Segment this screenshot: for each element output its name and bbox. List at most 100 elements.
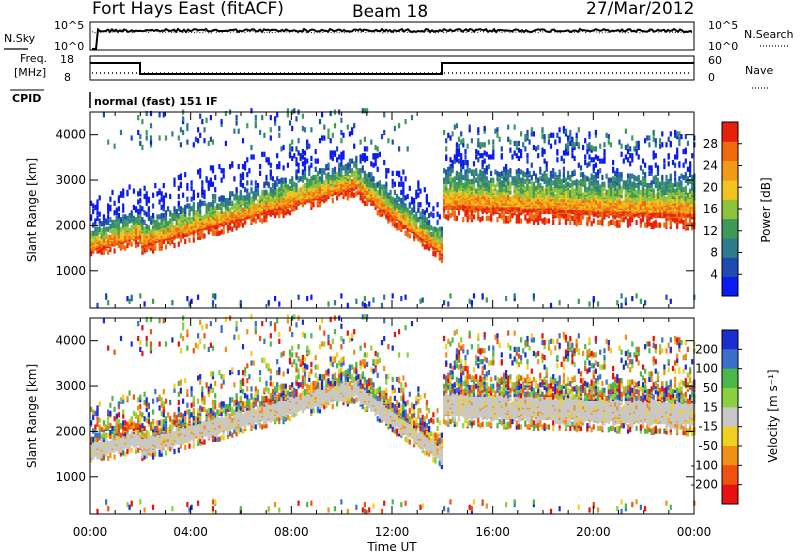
power-cell	[145, 233, 148, 239]
power-cell	[303, 165, 307, 171]
power-cell	[145, 236, 148, 242]
power-cell	[98, 221, 101, 227]
power-cell	[374, 159, 377, 166]
power-cell	[629, 173, 632, 179]
power-cell	[137, 223, 140, 230]
power-cell	[233, 222, 236, 228]
power-cell	[224, 140, 227, 146]
power-cell	[239, 181, 242, 187]
power-cell	[303, 172, 307, 178]
power-cell	[321, 112, 324, 118]
power-cell	[218, 211, 221, 217]
power-cell	[485, 215, 488, 221]
power-cell	[398, 146, 401, 152]
freq-tick-high: 18	[60, 53, 74, 66]
power-cell	[175, 208, 178, 215]
power-cell	[344, 184, 347, 190]
power-cell	[327, 178, 330, 185]
power-cell	[201, 200, 204, 206]
power-cell	[284, 185, 287, 191]
power-cell	[340, 169, 343, 175]
power-cell	[229, 195, 232, 201]
power-cell	[244, 195, 247, 201]
power-cell	[130, 135, 133, 141]
nsky-label: N.Sky	[4, 32, 36, 45]
power-cell	[436, 227, 439, 234]
power-cell	[318, 202, 322, 208]
power-cell	[457, 172, 461, 178]
power-cell	[241, 174, 245, 181]
power-cell	[145, 135, 148, 141]
power-cell	[167, 206, 170, 212]
power-cell	[96, 215, 99, 221]
power-cell	[261, 196, 264, 202]
power-cell	[235, 191, 238, 197]
power-cell	[321, 184, 324, 190]
power-cell	[271, 183, 274, 189]
power-cell	[246, 188, 249, 194]
power-cell	[156, 223, 159, 230]
power-cell	[380, 134, 384, 140]
power-cell	[244, 202, 247, 208]
power-cell	[363, 178, 366, 185]
power-cell	[194, 219, 197, 225]
power-cell	[395, 199, 399, 205]
power-cell	[130, 225, 133, 231]
power-cell	[94, 238, 97, 244]
power-cell	[526, 158, 529, 164]
power-cell	[340, 138, 343, 144]
power-cell	[152, 203, 155, 209]
power-cell	[179, 208, 182, 215]
power-cell	[105, 218, 108, 224]
power-cell	[188, 230, 191, 236]
power-cell	[145, 211, 148, 217]
power-cell	[244, 161, 247, 167]
power-cell	[139, 191, 142, 197]
power-cell	[447, 166, 450, 172]
power-cell	[297, 176, 300, 182]
power-cell	[149, 135, 153, 141]
power-cell	[310, 202, 313, 208]
power-cell	[455, 142, 458, 148]
power-cell	[470, 300, 473, 306]
power-cell	[299, 155, 302, 161]
power-cell	[577, 162, 580, 168]
power-cell	[233, 193, 236, 200]
power-cell	[192, 204, 195, 210]
power-cell	[400, 198, 403, 204]
power-cell	[306, 296, 309, 302]
power-cell	[220, 198, 223, 204]
power-cell	[530, 185, 533, 191]
power-cell	[265, 217, 268, 223]
power-cell	[269, 196, 272, 202]
power-cell	[449, 293, 452, 299]
power-cell	[443, 177, 446, 183]
power-cell	[301, 202, 304, 208]
power-cell	[342, 154, 345, 160]
power-cell	[404, 203, 407, 209]
power-cell	[248, 206, 251, 212]
power-cell	[631, 135, 634, 141]
power-cell	[631, 191, 634, 197]
power-cell	[477, 150, 480, 156]
power-cell	[301, 161, 304, 167]
power-cell	[222, 202, 225, 208]
power-cell	[355, 162, 358, 168]
power-cell	[378, 189, 381, 195]
power-cell	[254, 192, 257, 198]
power-cell	[169, 218, 172, 224]
power-cell	[154, 219, 157, 225]
power-cell	[368, 178, 371, 185]
power-cell	[252, 191, 255, 197]
power-cell	[211, 300, 215, 306]
power-cell	[119, 129, 123, 136]
power-cell	[472, 214, 476, 220]
power-cell	[113, 219, 116, 225]
power-cell	[301, 169, 304, 175]
power-cell	[618, 139, 621, 145]
power-cell	[528, 178, 531, 185]
power-cell	[145, 129, 148, 136]
power-cell	[252, 199, 255, 205]
power-cell	[109, 204, 112, 210]
station-title: Fort Hays East (fitACF)	[92, 0, 284, 19]
